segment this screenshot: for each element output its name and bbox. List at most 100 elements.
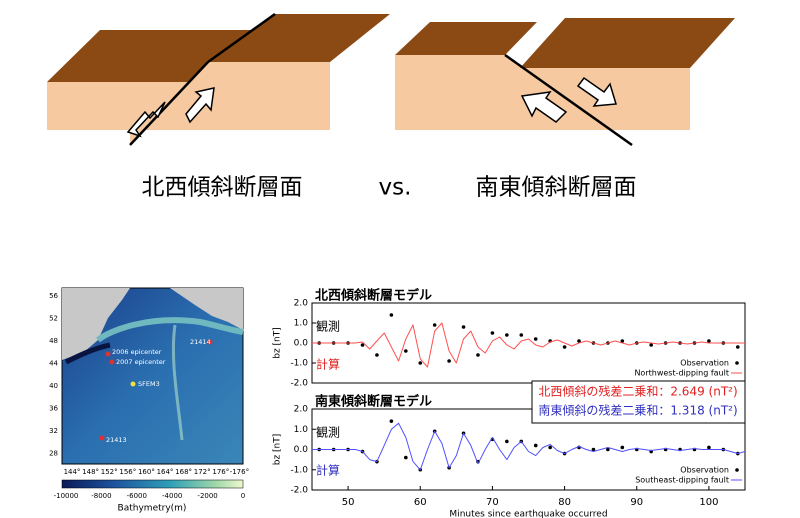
observation-point bbox=[375, 353, 379, 357]
y-tick-label: 2.0 bbox=[294, 405, 309, 415]
chart-title: 北西傾斜断層モデル bbox=[315, 288, 432, 304]
x-tick-label: 100 bbox=[699, 497, 718, 508]
lon-label: -176° bbox=[230, 468, 249, 476]
annotation: 計算 bbox=[316, 357, 340, 372]
observation-point bbox=[620, 339, 625, 343]
x-tick-label: 50 bbox=[342, 497, 355, 508]
lon-label: 164° bbox=[157, 468, 174, 476]
colorbar-tick: -8000 bbox=[91, 492, 111, 500]
place-marker bbox=[207, 339, 213, 345]
colorbar-tick: -10000 bbox=[54, 492, 79, 500]
map bbox=[61, 287, 244, 489]
observation-point bbox=[418, 361, 423, 365]
observation-point bbox=[404, 455, 408, 460]
y-tick-label: -2.0 bbox=[290, 486, 308, 496]
lat-label: 40 bbox=[49, 382, 58, 390]
observation-point bbox=[562, 345, 567, 349]
lon-label: 168° bbox=[175, 468, 192, 476]
se-label: 南東傾斜断層面 bbox=[476, 175, 637, 201]
model-line bbox=[312, 322, 745, 368]
y-tick-label: 1.0 bbox=[294, 425, 309, 435]
lon-label: 156° bbox=[119, 468, 136, 476]
lon-label: 148° bbox=[82, 468, 99, 476]
y-tick-label: -1.0 bbox=[290, 465, 308, 475]
x-tick-label: 80 bbox=[558, 497, 571, 508]
colorbar-tick: 0 bbox=[241, 492, 245, 500]
observation-point bbox=[490, 331, 495, 335]
observation-point bbox=[389, 313, 394, 317]
colorbar-tick: -4000 bbox=[162, 492, 182, 500]
legend-label: Southeast-dipping fault bbox=[635, 476, 729, 485]
lon-label: 176° bbox=[212, 468, 229, 476]
chart-title: 南東傾斜断層モデル bbox=[315, 394, 432, 410]
annotation: 観測 bbox=[316, 320, 340, 334]
y-tick-label: 0.0 bbox=[294, 445, 309, 455]
nw-block bbox=[47, 12, 390, 146]
legend-label: Northwest-dipping fault bbox=[634, 369, 729, 378]
observation-point bbox=[360, 343, 365, 347]
observation-point bbox=[649, 343, 653, 347]
model-line bbox=[312, 422, 746, 471]
place-marker bbox=[109, 359, 115, 365]
lat-label: 48 bbox=[49, 337, 58, 345]
observation-point bbox=[548, 445, 552, 450]
lon-label: 144° bbox=[64, 468, 81, 476]
observation-point bbox=[533, 443, 538, 448]
observation-point bbox=[447, 359, 451, 363]
lon-label: 172° bbox=[194, 468, 211, 476]
y-axis-label: bz [nT] bbox=[273, 434, 283, 466]
y-tick-label: 2.0 bbox=[294, 299, 309, 309]
y-tick-label: -1.0 bbox=[290, 359, 308, 369]
observation-point bbox=[577, 339, 581, 343]
observation-point bbox=[476, 353, 480, 357]
annotation: 観測 bbox=[316, 426, 340, 440]
se-block bbox=[395, 18, 735, 147]
x-tick-label: 70 bbox=[486, 497, 499, 508]
legend-swatch bbox=[735, 361, 739, 365]
y-axis-label: bz [nT] bbox=[273, 327, 283, 359]
place-label: 2006 epicenter bbox=[112, 348, 162, 356]
residual-text: 北西傾斜の残差二乗和：2.649 (nT²) bbox=[538, 385, 737, 399]
observation-point bbox=[591, 447, 596, 452]
observation-point bbox=[707, 445, 711, 450]
y-tick-label: 1.0 bbox=[294, 319, 309, 329]
x-tick-label: 60 bbox=[414, 497, 427, 508]
residual-box bbox=[531, 380, 746, 424]
place-marker bbox=[99, 435, 105, 441]
lat-label: 28 bbox=[49, 450, 58, 458]
place-label: 21414 bbox=[190, 338, 211, 346]
legend-label: Observation bbox=[680, 466, 729, 475]
y-tick-label: 0.0 bbox=[294, 339, 309, 349]
vs-label: vs. bbox=[379, 175, 412, 201]
lat-label: 52 bbox=[49, 315, 58, 323]
legend-label: Observation bbox=[680, 359, 729, 368]
annotation: 計算 bbox=[316, 463, 340, 478]
observation-point bbox=[389, 419, 394, 423]
y-tick-label: -2.0 bbox=[290, 379, 308, 389]
place-marker bbox=[130, 381, 136, 387]
residual-text: 南東傾斜の残差二乗和：1.318 (nT²) bbox=[538, 403, 737, 418]
observation-point bbox=[707, 339, 711, 343]
observation-point bbox=[432, 323, 437, 327]
observation-point bbox=[505, 439, 509, 444]
nw-label: 北西傾斜断層面 bbox=[142, 175, 303, 201]
colorbar-tick: -2000 bbox=[197, 492, 217, 500]
observation-point bbox=[461, 325, 466, 329]
observation-point bbox=[505, 333, 509, 337]
lat-label: 56 bbox=[49, 292, 58, 300]
colorbar-tick: -6000 bbox=[127, 492, 147, 500]
observation-point bbox=[735, 345, 740, 349]
x-axis-label: Minutes since earthquake occurred bbox=[449, 510, 607, 518]
legend-swatch bbox=[735, 468, 739, 472]
lat-label: 36 bbox=[49, 405, 58, 413]
lon-label: 160° bbox=[138, 468, 155, 476]
observation-point bbox=[533, 337, 538, 341]
place-label: 2007 epicenter bbox=[116, 358, 166, 366]
observation-point bbox=[606, 447, 610, 452]
lon-label: 152° bbox=[101, 468, 118, 476]
lat-label: 44 bbox=[49, 360, 58, 368]
x-tick-label: 90 bbox=[630, 497, 643, 508]
observation-point bbox=[519, 333, 524, 337]
place-label: 21413 bbox=[106, 436, 127, 444]
